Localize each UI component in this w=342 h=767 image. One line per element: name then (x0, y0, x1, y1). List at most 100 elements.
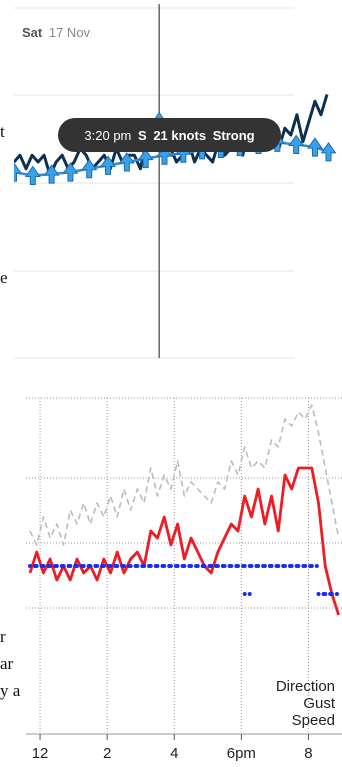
text-fragment-1: t (0, 122, 5, 141)
wind-direction-arrow-icon (62, 162, 79, 182)
direction-dot (168, 564, 173, 568)
arrow-shape (288, 134, 305, 154)
wind-direction-arrow-icon (100, 155, 117, 175)
direction-dot (236, 564, 240, 568)
direction-dot (282, 564, 287, 568)
direction-dot (135, 564, 140, 568)
direction-dot (242, 592, 247, 596)
arrow-shape (156, 145, 173, 165)
direction-dot (209, 564, 214, 568)
wind-direction-arrow-icon (14, 162, 22, 182)
x-tick-label: 6pm (227, 745, 256, 762)
direction-dot (81, 564, 86, 568)
wind-direction-arrow-icon (81, 158, 98, 179)
arrow-shape (320, 142, 337, 162)
forecast-gust-line (29, 404, 340, 546)
wind-direction-arrow-icon (43, 164, 60, 184)
legend-gust: Gust (303, 695, 336, 712)
direction-dot (175, 564, 180, 568)
x-tick-label: 4 (170, 745, 178, 762)
arrow-shape (137, 148, 154, 169)
direction-dot (329, 592, 334, 596)
wind-direction-arrow-icon (288, 134, 305, 154)
text-fragment-3: r (0, 627, 6, 646)
direction-dot (256, 564, 261, 568)
arrow-shape (306, 137, 323, 157)
direction-dot (28, 564, 32, 568)
direction-dot (48, 564, 53, 568)
arrow-shape (62, 162, 79, 182)
wind-direction-arrow-icon (118, 152, 135, 172)
x-tick-label: 2 (103, 745, 111, 762)
direction-dot (215, 564, 220, 568)
date-label-day: Sat (22, 25, 43, 40)
legend-direction: Direction (276, 678, 335, 695)
direction-dot (309, 564, 314, 568)
wind-chart[interactable]: Sat 17 Nov 3:20 pm S 21 knots Strong (14, 0, 342, 362)
direction-dot (202, 564, 207, 568)
wind-direction-arrow-icon (306, 137, 323, 157)
arrow-shape (100, 155, 117, 175)
date-label: Sat 17 Nov (22, 25, 91, 40)
direction-dot (162, 564, 167, 568)
direction-dot (334, 592, 339, 596)
direction-dot (34, 564, 39, 568)
direction-dot (262, 564, 267, 568)
direction-dot (108, 564, 113, 568)
arrow-shape (118, 152, 135, 172)
wind-chart-grid (14, 7, 294, 359)
arrow-shape (14, 162, 22, 182)
direction-dot (41, 564, 46, 568)
date-label-date: 17 Nov (49, 25, 91, 40)
direction-dot (121, 564, 126, 568)
direction-dot (61, 564, 66, 568)
direction-dot (242, 564, 247, 568)
direction-dot (189, 564, 194, 568)
forecast-chart: Direction Gust Speed 12 2 4 6pm 8 (26, 397, 342, 762)
legend: Direction Gust Speed (276, 678, 336, 729)
direction-dot (54, 564, 59, 568)
tooltip-strength: Strong (213, 128, 255, 143)
tooltip-direction: S (138, 128, 147, 143)
tooltip: 3:20 pm S 21 knots Strong (58, 118, 281, 152)
tooltip-time: 3:20 pm (84, 128, 131, 143)
direction-dot (303, 564, 308, 568)
direction-dot (95, 564, 100, 568)
text-fragment-2: e (0, 268, 8, 287)
arrow-shape (24, 165, 41, 185)
direction-dot (316, 592, 321, 596)
direction-dot (155, 564, 160, 568)
direction-dot (289, 564, 294, 568)
tooltip-text: 3:20 pm S 21 knots Strong (84, 128, 254, 143)
direction-dot (182, 564, 187, 568)
direction-dot (323, 592, 328, 596)
direction-dot (115, 564, 120, 568)
direction-dot (314, 564, 319, 568)
direction-dot (68, 564, 73, 568)
direction-dot (101, 564, 106, 568)
x-tick-label: 8 (304, 745, 312, 762)
direction-dot (128, 564, 133, 568)
direction-dot (142, 564, 147, 568)
forecast-speed-line (28, 466, 340, 616)
text-fragment-4: ar (0, 654, 14, 673)
direction-dot (74, 564, 79, 568)
wind-direction-arrow-icon (156, 145, 173, 165)
direction-dot (229, 564, 234, 568)
arrow-shape (81, 158, 98, 179)
wind-direction-arrow-icon (320, 142, 337, 162)
direction-dot (296, 564, 301, 568)
direction-dot (222, 564, 227, 568)
direction-dot (148, 564, 153, 568)
wind-direction-arrow-icon (137, 148, 154, 169)
x-tick-label: 12 (32, 745, 49, 762)
wind-direction-arrow-icon (24, 165, 41, 185)
direction-dot (269, 564, 274, 568)
arrow-shape (43, 164, 60, 184)
direction-dot (88, 564, 93, 568)
direction-dot (249, 564, 254, 568)
text-fragment-5: y a (0, 681, 21, 700)
direction-dot (247, 592, 252, 596)
tooltip-background (58, 118, 281, 152)
legend-speed: Speed (292, 712, 335, 729)
